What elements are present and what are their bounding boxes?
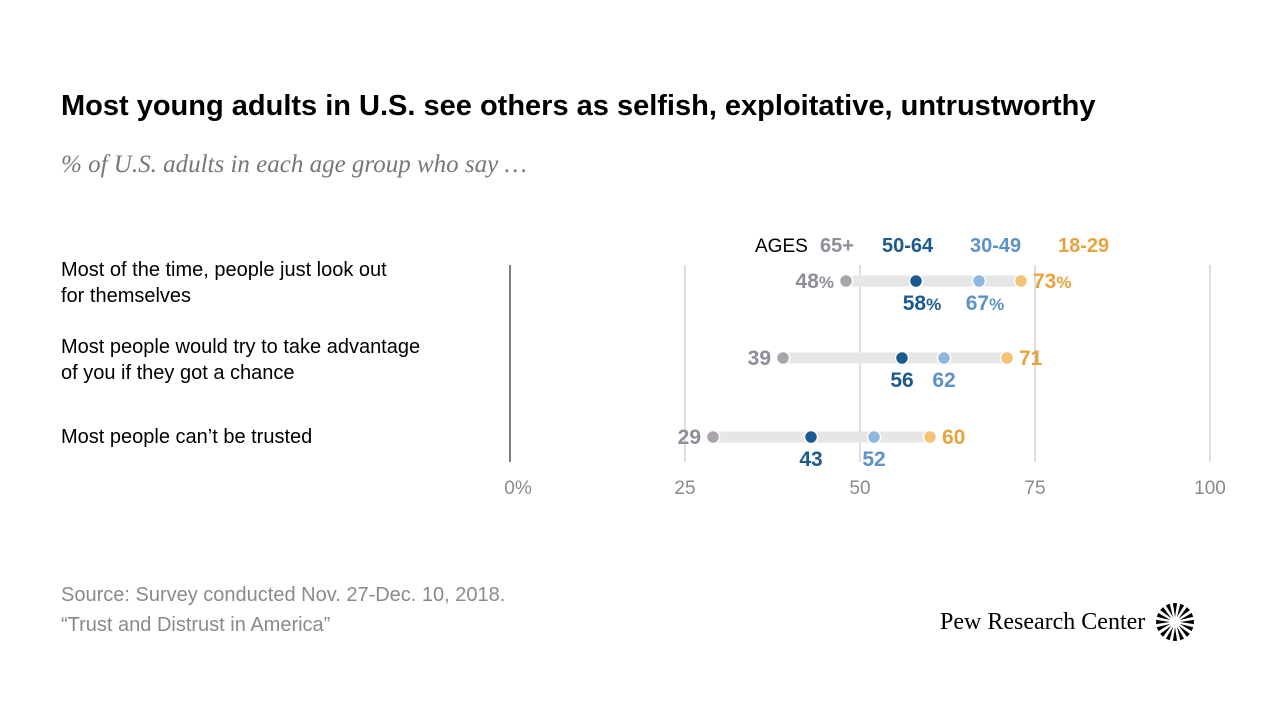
- legend-prefix: AGES: [755, 236, 808, 257]
- dot-18-29: [922, 429, 938, 445]
- legend-item-65+: 65+: [820, 235, 854, 257]
- value-label-30-49: 62: [932, 369, 955, 392]
- dot-65+: [705, 429, 721, 445]
- brand-logo: Pew Research Center: [940, 603, 1195, 641]
- x-tick-label: 75: [1024, 478, 1045, 499]
- chart-subtitle: % of U.S. adults in each age group who s…: [61, 151, 527, 178]
- dot-65+: [838, 273, 854, 289]
- pew-sunburst-icon: [1156, 603, 1195, 641]
- value-label-65+: 29: [678, 426, 701, 449]
- value-label-65+: 39: [748, 347, 771, 370]
- x-tick-label: 0%: [504, 478, 532, 499]
- dot-18-29: [999, 350, 1015, 366]
- x-axis-ticks: 0% 25 50 75 100: [504, 478, 1226, 499]
- value-label-50-64: 43: [799, 448, 822, 471]
- dot-50-64: [908, 273, 924, 289]
- category-label: Most people would try to take advantage: [61, 336, 420, 358]
- value-label-65+: 48%: [796, 270, 834, 293]
- source-line: Source: Survey conducted Nov. 27-Dec. 10…: [61, 584, 506, 606]
- value-labels: 48% 58% 67% 73% 39 56 62 71 29 43 52 60: [678, 270, 1072, 471]
- category-labels: Most of the time, people just look out fo…: [61, 259, 420, 448]
- dot-50-64: [803, 429, 819, 445]
- value-label-30-49: 67%: [966, 292, 1004, 315]
- dot-18-29: [1013, 273, 1029, 289]
- category-label: Most people can’t be trusted: [61, 426, 312, 448]
- dot-plot-chart: AGES 65+ 50-64 30-49 18-29 Most of the time,…: [61, 235, 1226, 499]
- data-dots: [705, 273, 1029, 445]
- source-note: Source: Survey conducted Nov. 27-Dec. 10…: [61, 580, 505, 640]
- category-label: of you if they got a chance: [61, 362, 295, 384]
- category-label: for themselves: [61, 285, 191, 307]
- report-title: “Trust and Distrust in America”: [61, 614, 331, 636]
- value-label-18-29: 71: [1019, 347, 1043, 370]
- legend: AGES 65+ 50-64 30-49 18-29: [755, 235, 1109, 257]
- chart-title: Most young adults in U.S. see others as …: [61, 90, 1096, 122]
- dot-30-49: [936, 350, 952, 366]
- x-tick-label: 100: [1194, 478, 1226, 499]
- dot-30-49: [866, 429, 882, 445]
- value-label-18-29: 60: [942, 426, 965, 449]
- value-label-50-64: 58%: [903, 292, 941, 315]
- legend-item-18-29: 18-29: [1058, 235, 1109, 257]
- x-tick-label: 25: [674, 478, 695, 499]
- category-label: Most of the time, people just look out: [61, 259, 387, 281]
- value-label-30-49: 52: [862, 448, 885, 471]
- value-label-50-64: 56: [890, 369, 913, 392]
- brand-name: Pew Research Center: [940, 608, 1146, 635]
- dot-30-49: [971, 273, 987, 289]
- dot-65+: [775, 350, 791, 366]
- x-tick-label: 50: [849, 478, 870, 499]
- legend-item-50-64: 50-64: [882, 235, 934, 257]
- legend-item-30-49: 30-49: [970, 235, 1021, 257]
- dot-50-64: [894, 350, 910, 366]
- value-label-18-29: 73%: [1033, 270, 1071, 293]
